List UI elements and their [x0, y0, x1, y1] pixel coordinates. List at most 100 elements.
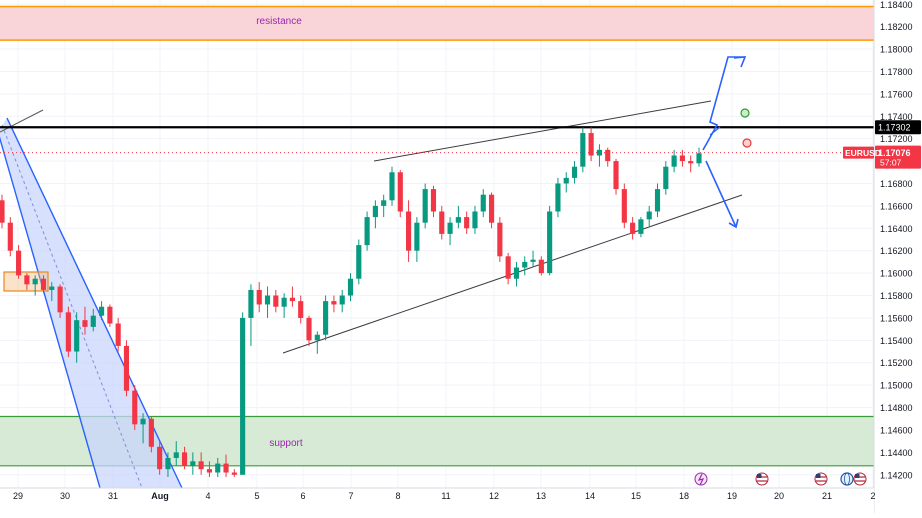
- candle-body[interactable]: [90, 315, 96, 327]
- candle-body[interactable]: [422, 189, 428, 223]
- bullish-signal-dot[interactable]: [740, 108, 750, 118]
- wedge-upper-line[interactable]: [373, 100, 712, 162]
- candle-body[interactable]: [115, 323, 121, 346]
- candle-body[interactable]: [49, 286, 55, 290]
- candle-body[interactable]: [248, 289, 254, 318]
- candle-body[interactable]: [206, 469, 213, 473]
- candle-body[interactable]: [323, 301, 329, 335]
- candle-body[interactable]: [455, 217, 461, 223]
- candle-body[interactable]: [223, 463, 229, 473]
- candle-body[interactable]: [679, 155, 685, 162]
- candle-body[interactable]: [123, 345, 130, 391]
- candle-body[interactable]: [538, 259, 544, 274]
- candle-body[interactable]: [646, 211, 652, 220]
- candle-body[interactable]: [397, 172, 403, 212]
- candle-body[interactable]: [331, 301, 337, 305]
- candle-body[interactable]: [497, 222, 503, 257]
- candle-body[interactable]: [32, 278, 38, 285]
- candle-body[interactable]: [547, 211, 553, 274]
- plot-area[interactable]: [0, 0, 874, 488]
- candle-body[interactable]: [281, 297, 287, 307]
- candle-body[interactable]: [381, 200, 387, 206]
- candle-body[interactable]: [198, 461, 204, 470]
- candle-body[interactable]: [132, 390, 138, 425]
- candle-body[interactable]: [406, 211, 412, 251]
- candle-body[interactable]: [240, 317, 246, 475]
- candle-body[interactable]: [654, 189, 661, 212]
- candle-body[interactable]: [7, 222, 13, 251]
- wedge-lower-line[interactable]: [282, 194, 743, 354]
- candle-body[interactable]: [530, 259, 536, 262]
- candle-body[interactable]: [57, 286, 63, 313]
- candle-body[interactable]: [522, 261, 528, 268]
- candle-body[interactable]: [439, 211, 445, 234]
- candle-body[interactable]: [389, 172, 395, 201]
- bearish-projection-arrow[interactable]: [705, 160, 737, 228]
- candle-body[interactable]: [513, 267, 520, 279]
- price-tick-label: 1.18400: [880, 0, 913, 10]
- candle-body[interactable]: [339, 295, 345, 305]
- price-axis[interactable]: [874, 0, 922, 513]
- candle-body[interactable]: [555, 183, 561, 212]
- candle-body[interactable]: [638, 219, 644, 234]
- candle-body[interactable]: [264, 295, 271, 305]
- candle-body[interactable]: [563, 177, 569, 184]
- candle-body[interactable]: [107, 306, 113, 324]
- candle-body[interactable]: [488, 194, 495, 223]
- candle-body[interactable]: [0, 200, 5, 223]
- time-axis[interactable]: [0, 488, 874, 513]
- candle-body[interactable]: [82, 320, 88, 327]
- globe-icon[interactable]: [840, 472, 854, 486]
- candle-body[interactable]: [696, 153, 702, 164]
- candle-body[interactable]: [464, 217, 470, 229]
- candle-body[interactable]: [356, 245, 362, 279]
- candle-body[interactable]: [414, 222, 420, 251]
- candle-body[interactable]: [372, 205, 378, 218]
- candle-body[interactable]: [298, 301, 304, 318]
- candle-body[interactable]: [65, 312, 71, 352]
- candle-body[interactable]: [596, 149, 603, 156]
- candle-body[interactable]: [148, 418, 154, 447]
- bearish-signal-dot[interactable]: [742, 138, 752, 148]
- candle-body[interactable]: [688, 161, 694, 164]
- candle-body[interactable]: [289, 297, 295, 302]
- candle-body[interactable]: [480, 194, 486, 212]
- candle-body[interactable]: [430, 189, 437, 212]
- candle-body[interactable]: [157, 446, 163, 470]
- candle-body[interactable]: [671, 155, 677, 167]
- candle-body[interactable]: [98, 306, 105, 316]
- candle-body[interactable]: [347, 278, 354, 296]
- candle-body[interactable]: [190, 461, 196, 466]
- candle-body[interactable]: [588, 133, 594, 156]
- candle-body[interactable]: [24, 275, 30, 285]
- resistance-zone[interactable]: [0, 6, 874, 41]
- candle-body[interactable]: [613, 161, 619, 190]
- candle-body[interactable]: [630, 222, 636, 234]
- candle-body[interactable]: [140, 418, 146, 425]
- candle-body[interactable]: [74, 320, 80, 352]
- candle-body[interactable]: [256, 289, 262, 305]
- candle-body[interactable]: [472, 211, 478, 229]
- candle-body[interactable]: [273, 295, 279, 307]
- candle-body[interactable]: [231, 472, 237, 475]
- candle-body[interactable]: [306, 317, 312, 341]
- candle-body[interactable]: [447, 222, 453, 234]
- channel-lower-line[interactable]: [0, 132, 101, 489]
- candle-body[interactable]: [605, 149, 611, 162]
- candle-body[interactable]: [215, 463, 221, 473]
- candle-body[interactable]: [571, 166, 578, 178]
- candle-body[interactable]: [40, 278, 47, 290]
- candle-body[interactable]: [165, 457, 171, 470]
- candle-body[interactable]: [580, 133, 586, 167]
- candle-body[interactable]: [173, 452, 179, 458]
- candle-body[interactable]: [181, 452, 188, 466]
- candle-body[interactable]: [364, 217, 370, 246]
- candle-body[interactable]: [16, 250, 22, 276]
- candle-body[interactable]: [505, 256, 511, 279]
- candle-body[interactable]: [314, 334, 320, 341]
- candle-body[interactable]: [621, 189, 627, 223]
- bullish-projection-arrow-head: [733, 56, 747, 68]
- candle-body[interactable]: [663, 166, 669, 190]
